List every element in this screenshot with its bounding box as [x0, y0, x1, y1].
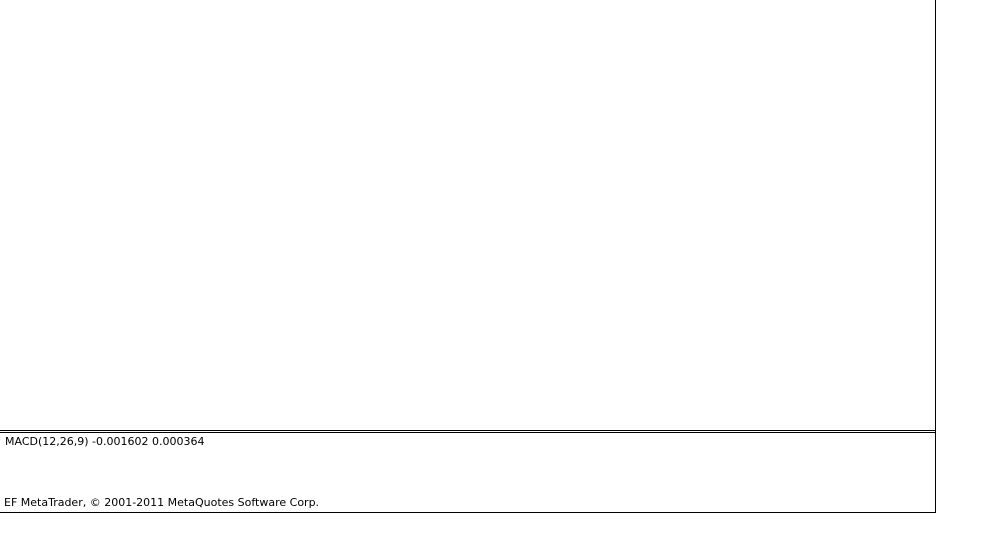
- indicator-label: MACD(12,26,9) -0.001602 0.000364: [5, 435, 204, 448]
- footer: EF MetaTrader, © 2001-2011 MetaQuotes So…: [4, 496, 319, 509]
